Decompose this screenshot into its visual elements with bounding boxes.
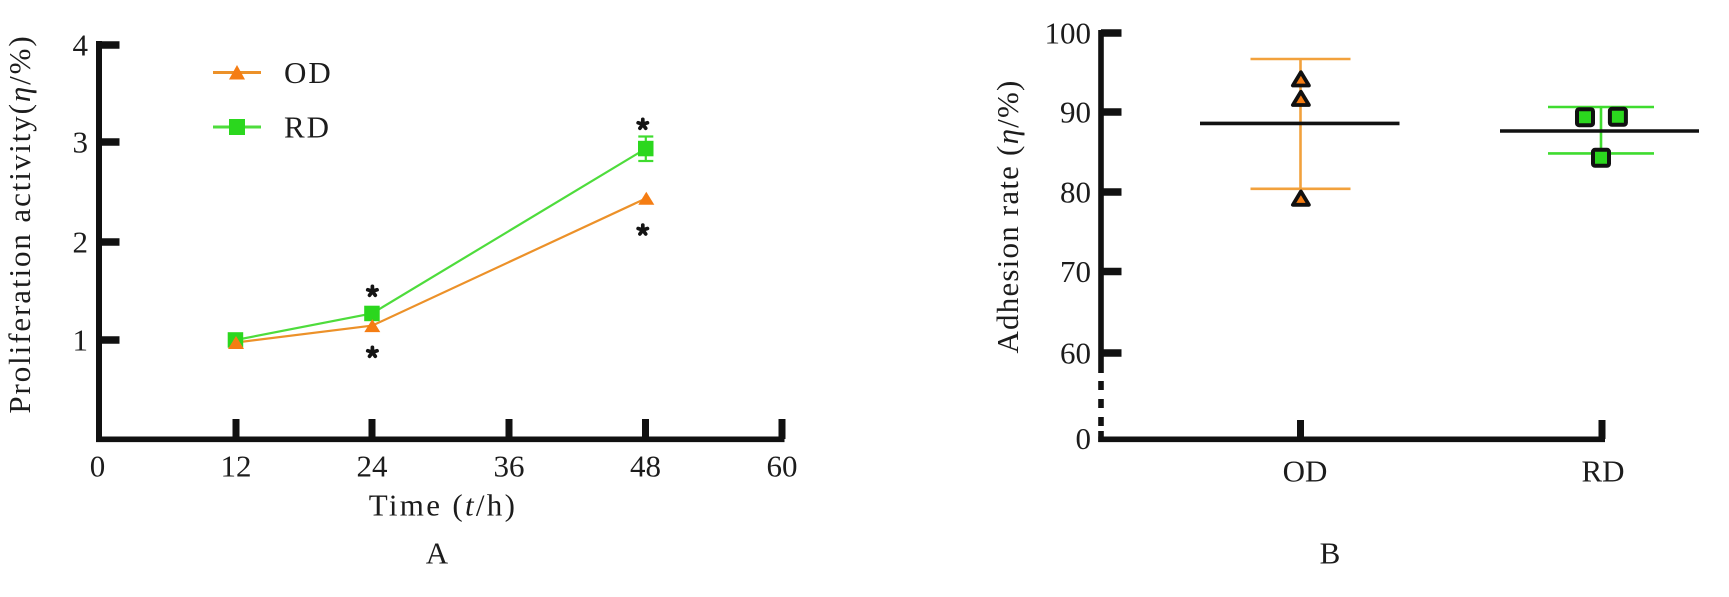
svg-text:48: 48 — [630, 449, 661, 484]
svg-text:RD: RD — [284, 110, 331, 145]
svg-text:2: 2 — [73, 225, 89, 260]
svg-text:36: 36 — [494, 449, 525, 484]
svg-text:Adhesion rate (η/%): Adhesion rate (η/%) — [990, 79, 1025, 353]
svg-text:4: 4 — [73, 28, 89, 63]
svg-text:0: 0 — [1076, 421, 1092, 456]
svg-text:100: 100 — [1045, 16, 1092, 51]
svg-text:Proliferation activity(η/%): Proliferation activity(η/%) — [2, 34, 37, 413]
svg-text:24: 24 — [357, 449, 389, 484]
svg-text:RD: RD — [1581, 454, 1624, 489]
svg-text:Time (t/h): Time (t/h) — [369, 488, 517, 523]
svg-text:90: 90 — [1060, 95, 1091, 130]
svg-text:80: 80 — [1060, 175, 1091, 210]
svg-text:3: 3 — [73, 125, 89, 160]
svg-text:0: 0 — [90, 449, 106, 484]
svg-text:B: B — [1320, 536, 1341, 571]
svg-text:12: 12 — [221, 449, 252, 484]
svg-text:A: A — [426, 536, 449, 571]
svg-text:OD: OD — [284, 55, 333, 90]
svg-text:60: 60 — [1060, 336, 1091, 371]
svg-text:OD: OD — [1283, 454, 1328, 489]
svg-text:1: 1 — [73, 323, 89, 358]
svg-text:70: 70 — [1060, 254, 1091, 289]
svg-text:60: 60 — [767, 449, 798, 484]
